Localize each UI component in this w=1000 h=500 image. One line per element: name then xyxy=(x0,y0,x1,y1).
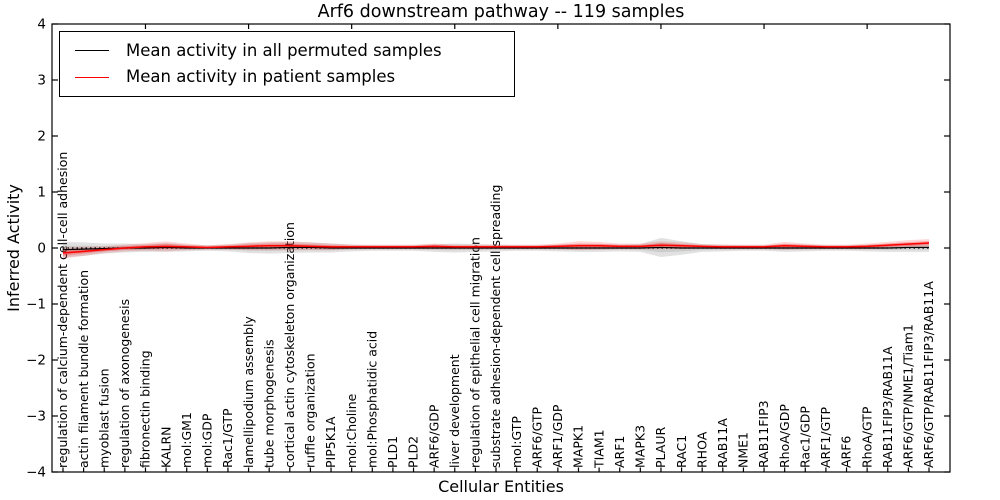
x-tick-label: mol:Choline xyxy=(344,393,359,468)
x-tick-label: substrate adhesion-dependent cell spread… xyxy=(488,185,503,468)
x-tick-label: mol:GM1 xyxy=(179,412,194,468)
x-axis-title: Cellular Entities xyxy=(438,477,564,496)
x-tick-labels: regulation of calcium-dependent cell-cel… xyxy=(55,152,936,469)
legend: Mean activity in all permuted samples Me… xyxy=(59,31,515,97)
x-tick-label: ARF6 xyxy=(839,436,854,468)
x-tick-label: ruffle organization xyxy=(303,353,318,468)
y-tick-label: −1 xyxy=(26,297,46,313)
x-tick-label: TIAM1 xyxy=(591,429,606,469)
y-tick-labels: 4 3 2 1 0 −1 −2 −3 −4 xyxy=(26,17,46,481)
x-tick-label: KALRN xyxy=(158,426,173,468)
patient-range-band xyxy=(63,239,929,259)
permuted-line-swatch xyxy=(75,50,109,52)
legend-item-label: Mean activity in patient samples xyxy=(126,66,396,86)
x-tick-label: ARF1/GTP xyxy=(818,407,833,468)
x-tick-label: PLAUR xyxy=(653,427,668,468)
x-tick-label: Rac1/GTP xyxy=(220,408,235,468)
x-tick-label: RhoA/GDP xyxy=(777,404,792,468)
y-tick-label: −4 xyxy=(26,465,46,481)
x-tick-label: PIP5K1A xyxy=(323,416,338,468)
x-tick-label: RAB11FIP3/RAB11A xyxy=(880,346,895,468)
axis-ticks xyxy=(52,23,950,473)
x-tick-label: RAB11FIP3 xyxy=(756,400,771,468)
x-tick-label: MAPK3 xyxy=(633,425,648,468)
x-tick-label: fibronectin binding xyxy=(138,350,153,468)
x-tick-label: mol:GTP xyxy=(509,416,524,468)
x-tick-label: MAPK1 xyxy=(571,425,586,468)
x-tick-label: liver development xyxy=(447,354,462,468)
x-tick-label: ARF6/GTP xyxy=(529,407,544,468)
x-tick-label: regulation of axonogenesis xyxy=(117,299,132,468)
chart-title: Arf6 downstream pathway -- 119 samples xyxy=(317,2,685,22)
x-tick-label: regulation of calcium-dependent cell-cel… xyxy=(55,152,70,468)
x-tick-label: myoblast fusion xyxy=(96,368,111,468)
legend-item-permuted: Mean activity in all permuted samples xyxy=(60,40,514,60)
x-tick-label: ARF6/GDP xyxy=(426,404,441,468)
x-tick-label: cortical actin cytoskeleton organization xyxy=(282,222,297,468)
x-tick-label: regulation of epithelial cell migration xyxy=(468,237,483,468)
x-tick-label: RhoA/GTP xyxy=(859,406,874,468)
x-tick-label: ARF1 xyxy=(612,436,627,468)
y-tick-label: 2 xyxy=(37,129,46,145)
y-tick-label: −3 xyxy=(26,409,46,425)
x-tick-label: Rac1/GDP xyxy=(797,406,812,468)
x-tick-label: RAB11A xyxy=(715,418,730,468)
x-tick-label: mol:Phosphatidic acid xyxy=(364,331,379,468)
x-tick-label: RAC1 xyxy=(674,435,689,468)
y-tick-label: −2 xyxy=(26,353,46,369)
x-tick-label: tube morphogenesis xyxy=(261,339,276,468)
x-tick-label: mol:GDP xyxy=(200,413,215,468)
patient-range-band-inner xyxy=(63,241,929,256)
y-tick-label: 4 xyxy=(37,17,46,33)
x-tick-label: ARF6/GTP/NME1/Tiam1 xyxy=(901,324,916,468)
x-tick-label: PLD1 xyxy=(385,436,400,468)
legend-item-patient: Mean activity in patient samples xyxy=(60,66,514,86)
x-tick-label: ARF6/GTP/RAB11FIP3/RAB11A xyxy=(921,281,936,468)
x-tick-label: ARF1/GDP xyxy=(550,404,565,468)
y-tick-label: 0 xyxy=(37,241,46,257)
patient-mean-line xyxy=(62,242,930,254)
legend-item-label: Mean activity in all permuted samples xyxy=(126,40,442,60)
x-tick-label: PLD2 xyxy=(406,436,421,468)
x-tick-label: NME1 xyxy=(736,432,751,468)
x-tick-label: RHOA xyxy=(694,431,709,468)
x-tick-label: actin filament bundle formation xyxy=(76,270,91,468)
y-tick-label: 1 xyxy=(37,185,46,201)
y-tick-label: 3 xyxy=(37,73,46,89)
patient-line-swatch xyxy=(75,76,109,78)
x-tick-label: lamellipodium assembly xyxy=(241,316,256,468)
